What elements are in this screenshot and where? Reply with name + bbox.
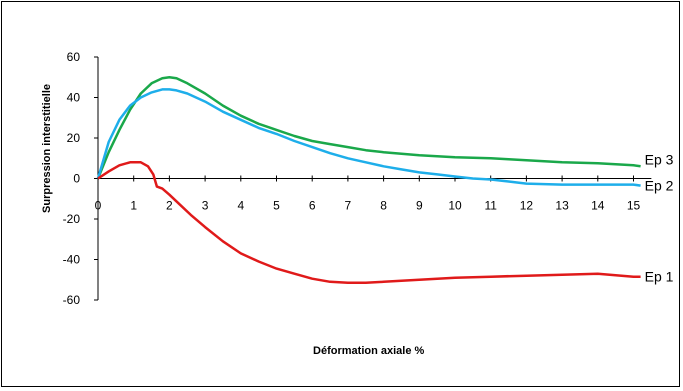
y-tick-label: 20 [67,131,81,145]
y-axis-title: Surpression interstitielle [41,84,53,213]
x-tick-label: 13 [555,199,569,213]
y-tick-label: -20 [63,212,81,226]
series-label-ep-1: Ep 1 [645,269,674,285]
series-label-ep-3: Ep 3 [645,151,674,167]
series-line-ep-3 [96,76,641,179]
y-ticks: 60 40 20 0 -20 -40 -60 [63,50,98,307]
x-tick-label: 0 [95,199,102,213]
y-tick-label: 60 [67,50,81,64]
series-label-ep-2: Ep 2 [645,178,674,194]
x-tick-label: 1 [130,199,137,213]
series-lines [96,76,641,285]
x-tick-label: 10 [448,199,462,213]
x-tick-label: 12 [520,199,534,213]
x-tick-label: 3 [202,199,209,213]
x-tick-label: 4 [237,199,244,213]
series-line-ep-2 [96,88,641,187]
x-tick-label: 2 [166,199,173,213]
series-labels: Ep 3 Ep 2 Ep 1 [645,151,674,284]
series-line-ep-1 [97,161,641,285]
y-tick-label: 0 [73,172,80,186]
x-tick-label: 5 [273,199,280,213]
y-tick-label: -60 [63,293,81,307]
y-tick-label: 40 [67,91,81,105]
x-tick-label: 15 [627,199,641,213]
x-tick-label: 9 [416,199,423,213]
axes [97,57,652,300]
x-ticks: 0 1 2 3 4 5 6 7 8 9 10 11 12 13 14 15 [95,175,641,213]
x-axis-title: Déformation axiale % [313,345,424,357]
y-tick-label: -40 [63,253,81,267]
x-tick-label: 8 [380,199,387,213]
x-tick-label: 14 [591,199,605,213]
x-tick-label: 11 [484,199,497,213]
x-tick-label: 6 [309,199,316,213]
x-tick-label: 7 [345,199,352,213]
